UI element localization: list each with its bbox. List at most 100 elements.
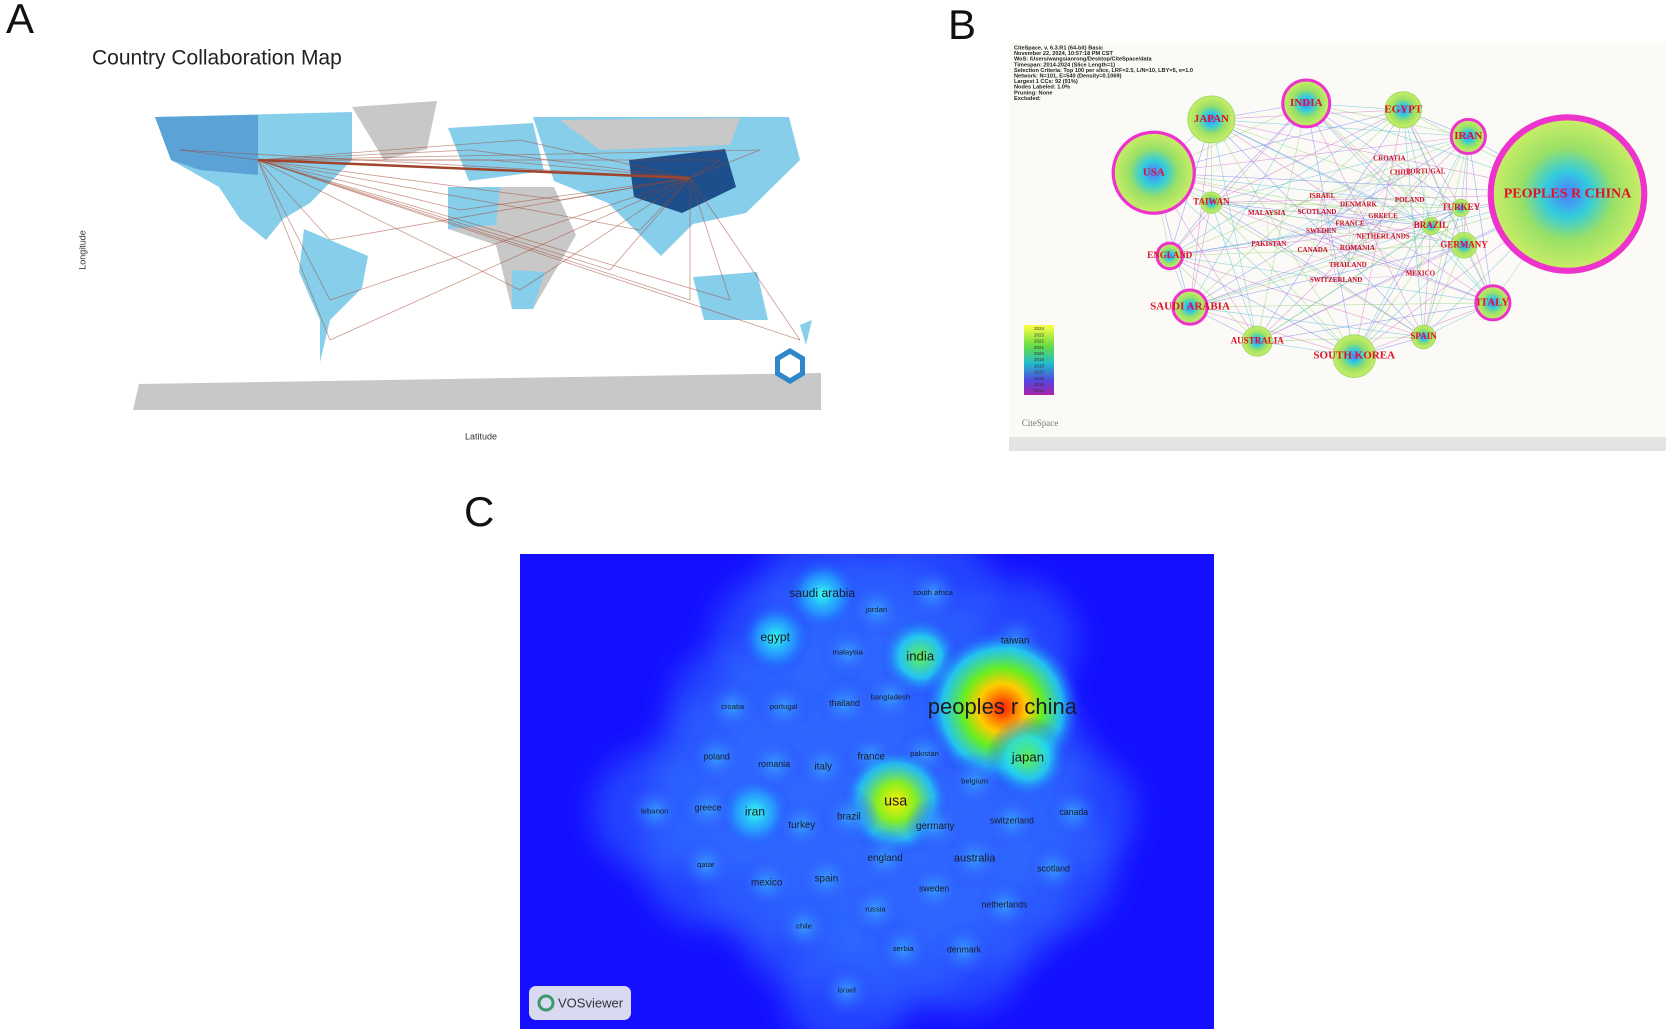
node [1171,288,1209,326]
logo-badge [775,348,805,384]
small-label: THAILAND [1329,261,1367,269]
node [1474,284,1512,322]
small-label: CROATIA [1373,154,1406,162]
density-blob [736,852,797,913]
edge [1353,136,1469,357]
small-label: MALAYSIA [1248,209,1285,217]
small-label: POLAND [1395,196,1425,204]
edge [1335,158,1390,281]
node [1155,241,1185,271]
density-blob [814,673,875,734]
edge [1382,200,1410,237]
edge [1468,136,1494,303]
term-label: peoples r china [928,694,1078,719]
density-blob [860,667,921,728]
term-label: spain [815,873,839,884]
density-blob [771,795,832,856]
edge [1189,109,1404,308]
node [1241,325,1273,357]
edge [1335,236,1384,281]
edge [1169,103,1307,257]
link [257,159,461,211]
small-label: GREECE [1368,212,1398,220]
small-label: SCOTLAND [1297,208,1336,216]
link [257,159,521,291]
legend-year: 2022 [1034,339,1045,344]
edge [1389,158,1426,172]
density-blob [974,875,1035,936]
edge [1357,200,1410,249]
link [609,177,691,271]
link [329,177,691,301]
node [1449,117,1487,156]
density-blob [933,920,994,981]
term-label: saudi arabia [789,586,855,600]
edge [1423,245,1465,338]
edge [1306,103,1462,209]
landmass [512,270,545,309]
edge [1357,171,1426,249]
density-blob [1043,782,1104,843]
term-label: israel [837,986,856,995]
small-label: CANADA [1297,246,1327,254]
small-label: NETHERLANDS [1356,232,1409,240]
edge [1190,302,1493,308]
link [257,158,691,180]
node-label: ITALY [1476,296,1509,308]
node-label: SAUDI ARABIA [1150,301,1230,313]
status-strip [1009,437,1666,451]
link [689,177,731,301]
density-blob [624,781,685,842]
small-label: PORTUGAL [1406,167,1446,175]
edge [1403,109,1494,303]
edge [1211,109,1404,203]
panel-b: B PEOPLES R CHINA USA JAPAN INDIA EGYPT IRAN T… [948,1,1666,451]
term-label: sweden [919,884,949,894]
term-label: egypt [760,630,790,644]
small-label: ISRAEL [1309,192,1335,200]
link [689,159,721,179]
term-label: qatar [697,860,715,869]
term-label: taiwan [1001,635,1030,646]
link [489,159,691,179]
panel-a: A Country Collaboration Map Longitude La… [6,0,821,441]
edge [1211,119,1461,209]
term-label: south africa [913,588,953,597]
edge [1169,255,1424,338]
panel-label: B [948,1,976,48]
density-blob [817,622,878,683]
term-label: england [867,853,902,864]
density-blob [944,828,1005,889]
header-line: Selection Criteria: Top 100 per slice, L… [1014,68,1193,74]
edge [1349,204,1359,225]
edge [1305,103,1424,338]
node-label: TURKEY [1442,202,1481,212]
edge [1268,223,1351,245]
edge [1320,196,1323,232]
edge [1321,231,1384,237]
density-blob [1023,839,1084,900]
link [257,159,561,201]
term-label: malaysia [833,648,864,657]
landmass [560,118,740,150]
term-label: india [906,648,935,663]
node-label: EGYPT [1384,103,1423,115]
term-label: turkey [788,820,815,831]
edge [1153,172,1355,357]
edge [1257,225,1432,342]
link [257,159,331,301]
node [1384,91,1422,129]
link [329,177,691,341]
edge [1211,136,1469,203]
term-label: chile [796,922,812,931]
edge [1153,172,1465,246]
edge [1169,109,1404,257]
node-label: SOUTH KOREA [1313,350,1395,362]
small-label: MEXICO [1406,270,1436,278]
edge [1266,172,1402,214]
edge [1312,196,1323,251]
node [1332,334,1377,378]
node [1111,130,1196,215]
edge [1169,255,1493,304]
edge [1353,207,1462,357]
